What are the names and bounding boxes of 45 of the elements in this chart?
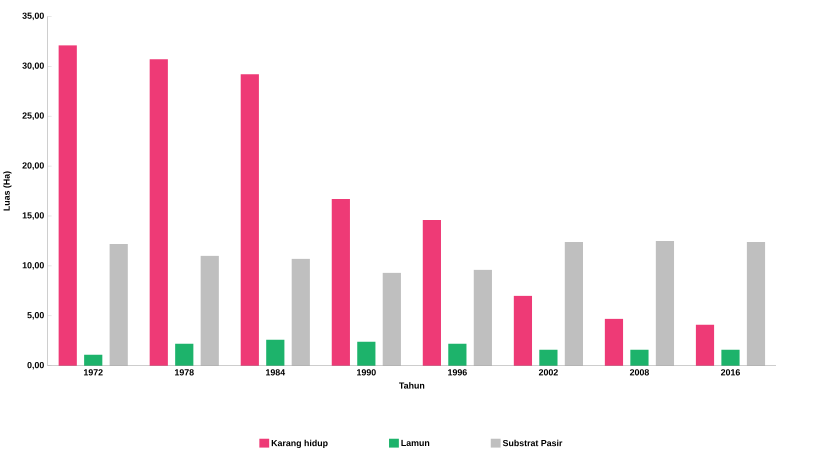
bar (240, 74, 259, 366)
bar (357, 342, 376, 366)
bar (200, 256, 219, 366)
x-tick-label: 1984 (266, 369, 286, 376)
x-tick-label: 2008 (630, 369, 649, 376)
y-axis-title: Luas (Ha) (3, 172, 12, 211)
bar (630, 350, 649, 366)
x-tick-label: 2016 (720, 369, 740, 376)
x-tick-label: 1996 (448, 369, 467, 376)
bar (266, 340, 284, 366)
y-tick-label: 25,00 (22, 112, 44, 120)
y-tick-label: 5,00 (27, 312, 44, 320)
x-tick-label: 1972 (84, 369, 103, 376)
bar (746, 242, 766, 366)
bar (539, 350, 558, 366)
bar (150, 59, 168, 366)
bar (604, 319, 624, 366)
legend-label: Karang hidup (272, 440, 328, 448)
x-tick-label: 1990 (357, 369, 376, 376)
bar (514, 296, 532, 366)
y-tick-label: 15,00 (22, 212, 44, 220)
bar (656, 241, 674, 366)
y-tick-label: 0,00 (27, 362, 44, 370)
bar (422, 220, 441, 366)
bar (332, 199, 350, 366)
bar (721, 350, 740, 366)
bar (110, 244, 128, 366)
bar (474, 270, 492, 366)
x-axis-title: Tahun (399, 382, 424, 389)
y-tick-label: 20,00 (22, 162, 44, 170)
x-tick-label: 2002 (538, 369, 558, 376)
bar (58, 46, 77, 366)
bar (564, 242, 584, 366)
y-tick-label: 35,00 (22, 12, 44, 20)
x-tick-label: 1978 (175, 369, 194, 376)
bar (448, 344, 466, 366)
bar (696, 325, 714, 366)
bar (292, 259, 310, 366)
legend-label: Substrat Pasir (502, 440, 562, 446)
y-tick-label: 10,00 (22, 262, 44, 270)
bar (382, 273, 401, 366)
y-tick-label: 30,00 (22, 62, 44, 70)
bar (175, 344, 194, 366)
bar (84, 354, 102, 366)
legend-label: Lamun (401, 440, 430, 446)
